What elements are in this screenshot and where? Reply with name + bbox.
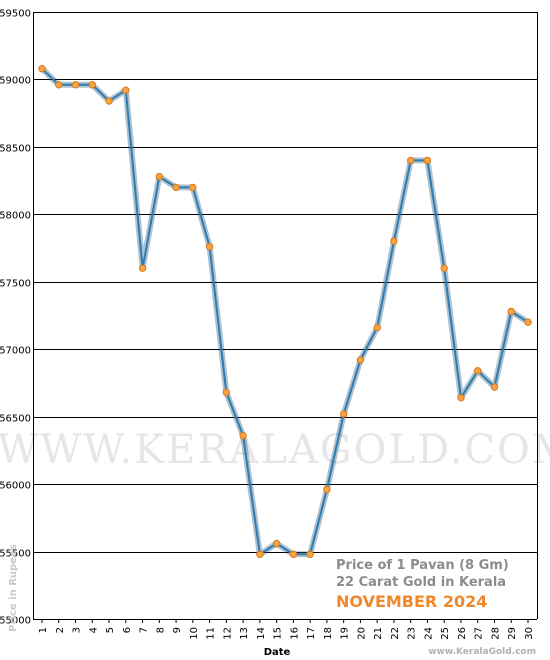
x-tick-label: 10 [189, 627, 200, 640]
y-tick-label: 56500 [0, 414, 31, 425]
data-point [356, 356, 365, 364]
x-tick-label: 25 [440, 627, 451, 640]
data-point [256, 550, 264, 558]
y-tick-label: 59500 [0, 9, 31, 20]
footer-url: www.KeralaGold.com [428, 647, 536, 657]
grid-lines [33, 12, 537, 620]
price-line-highlight [41, 67, 529, 556]
data-point [122, 86, 130, 94]
data-point [340, 410, 348, 418]
x-tick-label: 18 [323, 627, 334, 640]
x-tick-label: 5 [105, 627, 116, 633]
data-point [457, 394, 465, 402]
x-axis-label: Date [264, 647, 291, 658]
x-tick-label: 19 [340, 627, 351, 640]
x-tick-label: 28 [490, 627, 501, 640]
data-point [88, 81, 97, 89]
data-point [323, 485, 331, 494]
data-point [373, 323, 381, 332]
x-tick-label: 9 [172, 627, 183, 633]
x-tick-label: 14 [256, 627, 267, 640]
x-tick-label: 30 [524, 627, 535, 640]
y-tick-label: 58000 [0, 211, 31, 222]
y-tick-label: 55500 [0, 549, 31, 560]
data-points [38, 65, 532, 558]
y-tick-label: 58500 [0, 144, 31, 155]
price-line [39, 65, 531, 558]
x-tick-labels: 1 2 3 4 5 6 7 8 9 10 11 12 13 14 15 16 17 18 19 20 21 22 23 24 2… [38, 627, 535, 640]
x-tick-label: 2 [55, 627, 66, 633]
data-point [205, 243, 214, 251]
x-tick-label: 17 [306, 627, 317, 640]
data-point [474, 367, 482, 375]
x-tick-label: 21 [373, 627, 384, 640]
watermark: WWW.KERALAGOLD.COM [0, 427, 550, 473]
y-tick-labels: 55000 55500 56000 56500 57000 57500 58000 58500… [0, 9, 31, 627]
data-point [306, 550, 314, 558]
data-point [172, 183, 180, 192]
data-point [407, 156, 415, 165]
data-point [71, 81, 80, 89]
data-point [239, 431, 247, 440]
data-point [55, 81, 63, 89]
data-point [222, 388, 231, 397]
y-tick-label: 59000 [0, 76, 31, 87]
x-tick-label: 26 [457, 627, 468, 640]
x-tick-label: 4 [88, 627, 99, 633]
x-tick-label: 7 [139, 627, 150, 633]
data-point [524, 318, 532, 326]
info-line-1: Price of 1 Pavan (8 Gm) [336, 558, 509, 573]
x-tick-label: 23 [407, 627, 418, 640]
x-tick-label: 13 [239, 627, 250, 640]
info-month: NOVEMBER 2024 [336, 592, 487, 611]
data-point [507, 307, 515, 316]
x-tick-label: 24 [423, 627, 434, 640]
data-point [105, 97, 113, 105]
data-point [390, 237, 398, 246]
y-axis-label: Price in Rupees [8, 544, 19, 631]
x-tick-label: 29 [507, 627, 518, 640]
info-line-2: 22 Carat Gold in Kerala [336, 575, 506, 590]
y-tick-label: 56000 [0, 481, 31, 492]
data-point [440, 264, 448, 272]
x-tick-label: 8 [155, 627, 166, 633]
data-point [272, 539, 281, 548]
data-point [155, 172, 164, 181]
x-tick-label: 1 [38, 627, 49, 633]
data-point [138, 264, 147, 272]
axes [33, 12, 538, 623]
x-tick-label: 12 [222, 627, 233, 640]
data-point [38, 65, 46, 73]
y-tick-label: 57000 [0, 346, 31, 357]
x-tick-label: 16 [289, 627, 300, 640]
data-point [189, 183, 197, 192]
y-tick-label: 55000 [0, 616, 31, 627]
data-point [289, 550, 298, 558]
x-tick-label: 15 [273, 627, 284, 640]
x-tick-label: 11 [206, 627, 217, 640]
data-point [490, 383, 499, 391]
x-tick-label: 22 [390, 627, 401, 640]
x-tick-label: 27 [474, 627, 485, 640]
x-tick-label: 3 [72, 627, 83, 633]
data-point [423, 156, 432, 165]
y-tick-label: 57500 [0, 279, 31, 290]
x-tick-label: 6 [122, 627, 133, 633]
x-tick-label: 20 [356, 627, 367, 640]
